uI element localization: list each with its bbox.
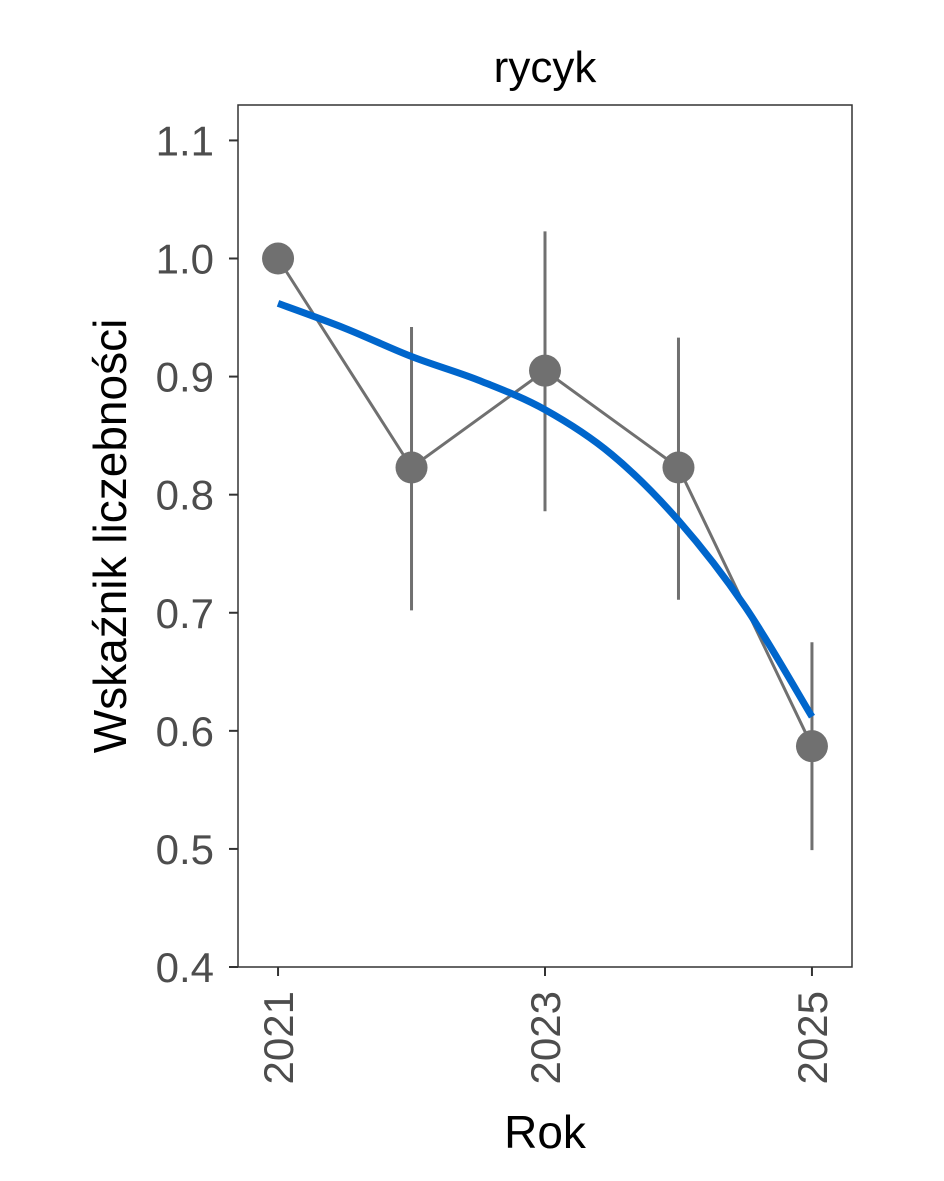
trend-line [276, 300, 815, 719]
y-tick-label: 0.6 [156, 708, 214, 755]
y-tick-label: 1.1 [156, 117, 214, 164]
chart-title: rycyk [494, 43, 598, 92]
data-point [795, 730, 828, 763]
y-axis-title: Wskaźnik liczebności [84, 319, 136, 754]
x-tick-label: 2023 [522, 991, 569, 1084]
y-tick-label: 0.8 [156, 472, 214, 519]
data-point [529, 354, 561, 387]
plot-layer [262, 231, 828, 851]
y-tick-label: 0.5 [156, 826, 214, 873]
y-tick-label: 0.9 [156, 354, 214, 401]
x-axis-title: Rok [504, 1106, 587, 1158]
y-tick-label: 1.0 [156, 236, 214, 283]
data-point [395, 451, 428, 484]
y-tick-label: 0.4 [156, 944, 214, 991]
y-axis: 0.4 0.5 0.6 0.7 0.8 0.9 1.0 1.1 [156, 117, 238, 991]
x-axis: 2021 2023 2025 [255, 967, 836, 1084]
x-tick-label: 2021 [255, 991, 302, 1084]
data-point [262, 242, 295, 275]
x-tick-label: 2025 [789, 991, 836, 1084]
y-tick-label: 0.7 [156, 590, 214, 637]
data-point [662, 451, 695, 484]
